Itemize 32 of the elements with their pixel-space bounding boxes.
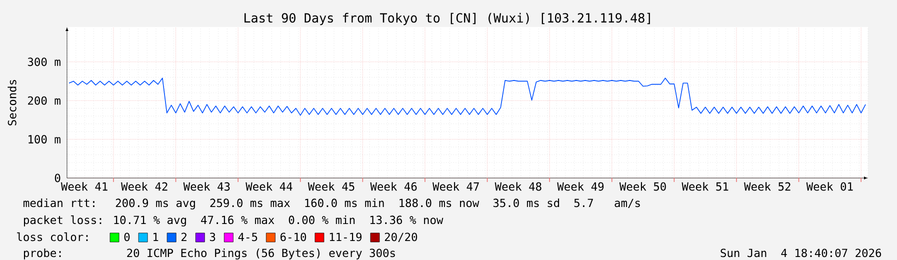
x-tick-label: Week 44 [246, 182, 292, 191]
x-tick-label: Week 50 [619, 182, 666, 191]
x-tick-label: Week 42 [121, 182, 168, 191]
legend-label: 1 [153, 232, 158, 241]
x-tick-label: Week 51 [682, 182, 728, 191]
x-tick-label: Week 47 [432, 182, 479, 191]
legend-title: loss color: [17, 232, 88, 242]
legend-label: 11-19 [330, 232, 362, 242]
legend-label: 20/20 [384, 232, 418, 242]
chart-title: Last 90 Days from Tokyo to [CN] (Wuxi) [103.21.119.48] [244, 12, 650, 26]
x-tick-label: Week 46 [370, 182, 417, 191]
legend-label: 0 [124, 232, 130, 242]
x-tick-label: Week 52 [744, 182, 790, 191]
text: median rtt: 200.9 ms avg 259.0 ms max 160.0 ms min 188.0 ms now 35.0 ms sd 5.7 am/s [24, 198, 640, 210]
x-tick-label: Week 41 [60, 182, 108, 191]
y-tick-label: 0 [54, 174, 60, 182]
x-tick-label: Week 48 [494, 182, 542, 191]
y-tick-label: 300 m [28, 58, 60, 66]
legend-label: 3 [210, 232, 216, 242]
legend-label: 4-5 [238, 232, 258, 242]
text: packet loss: 10.71 % avg 47.16 % max 0.00 % min 13.36 % now [24, 215, 444, 226]
legend-label: 2 [182, 232, 186, 241]
text: Sun Jan 4 18:40:07 2026 [720, 248, 882, 258]
y-tick-label: 100 m [28, 135, 60, 144]
x-tick-label: Week 49 [557, 182, 604, 191]
x-tick-label: Week 01 [806, 182, 853, 191]
x-tick-label: Week 45 [308, 182, 354, 191]
legend-label: 6-10 [280, 232, 306, 242]
text: probe: 20 ICMP Echo Pings (56 Bytes) every 300s [24, 248, 395, 260]
y-axis-title: Seconds [8, 80, 16, 126]
x-tick-label: Week 43 [183, 182, 230, 191]
y-tick-label: 200 m [28, 96, 60, 105]
